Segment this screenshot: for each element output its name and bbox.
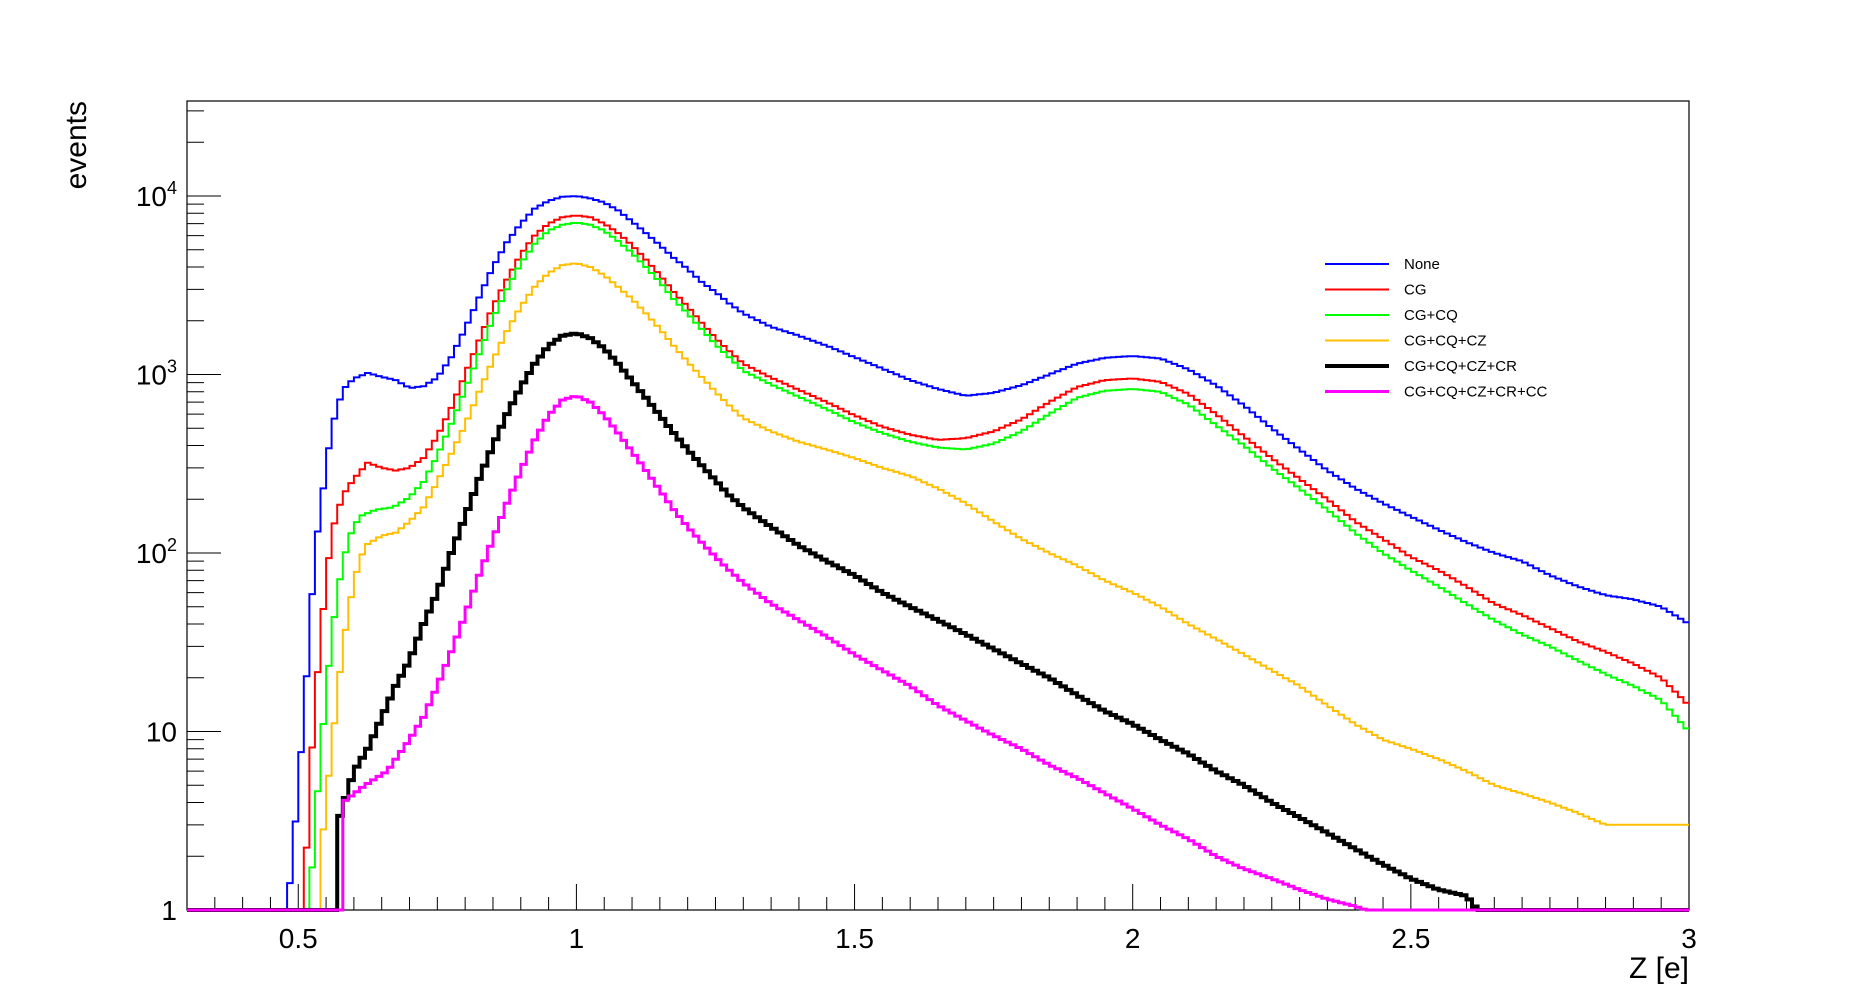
series-line (187, 214, 1689, 911)
x-tick-label: 2.5 (1391, 923, 1430, 954)
legend-label: CG+CQ+CZ+CR (1404, 358, 1517, 375)
series-line (187, 195, 1689, 911)
y-tick-label: 104 (136, 178, 177, 212)
y-axis-title: events (60, 101, 93, 189)
x-tick-label: 1.5 (835, 923, 874, 954)
series-line (187, 395, 1689, 912)
y-tick-label: 10 (146, 717, 177, 748)
series-line (187, 262, 1689, 911)
legend-label: CG+CQ+CZ (1404, 333, 1487, 350)
x-tick-label: 2 (1125, 923, 1141, 954)
legend-label: CG+CQ (1404, 307, 1458, 324)
x-tick-label: 0.5 (279, 923, 318, 954)
legend-label: None (1404, 256, 1440, 273)
x-tick-label: 3 (1681, 923, 1697, 954)
legend-label: CG (1404, 282, 1427, 299)
y-tick-label: 103 (136, 357, 177, 391)
axis-ticks (186, 110, 1690, 911)
x-tick-label: 1 (569, 923, 585, 954)
y-tick-labels: 1 10 102 103 104 (136, 178, 177, 926)
series-lines (187, 195, 1689, 912)
legend-label: CG+CQ+CZ+CR+CC (1404, 384, 1548, 401)
x-axis-title: Z [e] (1629, 952, 1689, 985)
y-tick-label: 102 (136, 535, 177, 569)
series-line (187, 331, 1689, 912)
series-line (187, 222, 1689, 911)
plot-frame (186, 100, 1690, 911)
y-tick-label: 1 (161, 895, 177, 926)
legend: None CG CG+CQ CG+CQ+CZ CG+CQ+CZ+CR CG+CQ+CZ+C… (1325, 256, 1548, 401)
x-tick-labels: 0.5 1 1.5 2 2.5 3 (279, 923, 1697, 954)
